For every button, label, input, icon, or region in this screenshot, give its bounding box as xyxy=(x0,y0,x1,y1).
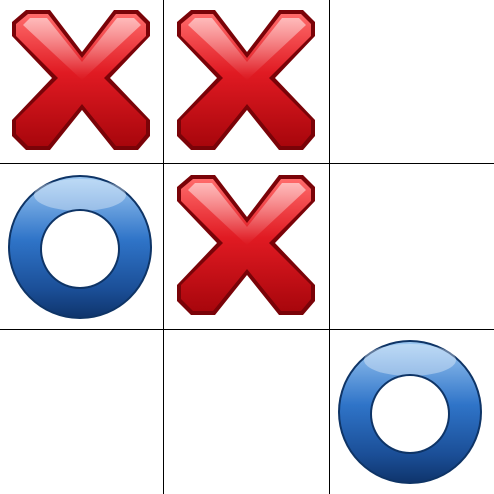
cell-r0-c2[interactable] xyxy=(330,0,494,164)
grid-line-vertical-1 xyxy=(163,0,164,494)
cell-r1-c0[interactable] xyxy=(0,165,164,329)
grid-line-horizontal-1 xyxy=(0,163,494,164)
cell-r1-c1[interactable] xyxy=(165,165,329,329)
cell-r0-c0[interactable] xyxy=(0,0,164,164)
cell-r2-c2[interactable] xyxy=(330,330,494,494)
cell-r0-c1[interactable] xyxy=(165,0,329,164)
cell-r1-c2[interactable] xyxy=(330,165,494,329)
cell-r2-c0[interactable] xyxy=(0,330,164,494)
grid-line-vertical-2 xyxy=(329,0,330,494)
cell-r2-c1[interactable] xyxy=(165,330,329,494)
grid-line-horizontal-2 xyxy=(0,329,494,330)
